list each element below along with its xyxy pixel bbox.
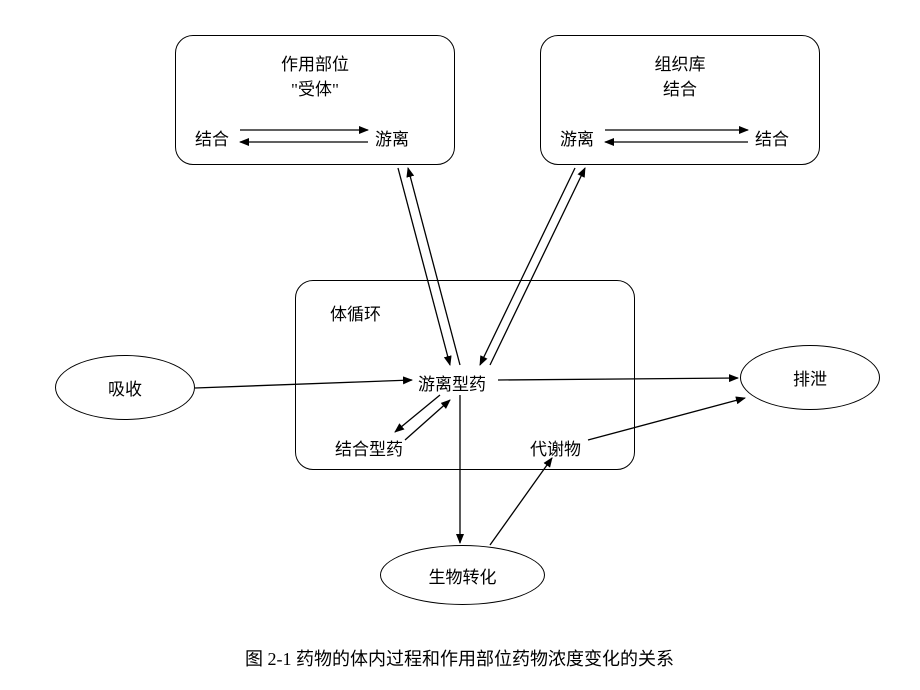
label-bound-drug: 结合型药 <box>335 435 403 460</box>
box-tissue-title1: 组织库 <box>625 50 735 75</box>
ellipse-absorption-label: 吸收 <box>108 375 142 400</box>
box-action-site-right: 游离 <box>375 125 409 150</box>
label-free-drug: 游离型药 <box>418 370 486 395</box>
figure-caption: 图 2-1 药物的体内过程和作用部位药物浓度变化的关系 <box>245 645 674 671</box>
label-metabolite: 代谢物 <box>530 435 581 460</box>
ellipse-excretion: 排泄 <box>740 345 880 410</box>
ellipse-biotransformation: 生物转化 <box>380 545 545 605</box>
box-center-title: 体循环 <box>330 300 381 325</box>
box-tissue-right: 结合 <box>755 125 789 150</box>
ellipse-excretion-label: 排泄 <box>793 365 827 390</box>
box-action-site-left: 结合 <box>195 125 229 150</box>
box-tissue-left: 游离 <box>560 125 594 150</box>
box-tissue-title2: 结合 <box>625 75 735 100</box>
diagram-canvas: 作用部位 "受体" 结合 游离 组织库 结合 游离 结合 体循环 游离型药 结合… <box>0 0 920 690</box>
ellipse-biotrans-label: 生物转化 <box>429 563 497 588</box>
ellipse-absorption: 吸收 <box>55 355 195 420</box>
edge-biotrans-metab <box>490 458 552 545</box>
box-action-site-title2: "受体" <box>250 75 380 100</box>
box-action-site-title1: 作用部位 <box>250 50 380 75</box>
